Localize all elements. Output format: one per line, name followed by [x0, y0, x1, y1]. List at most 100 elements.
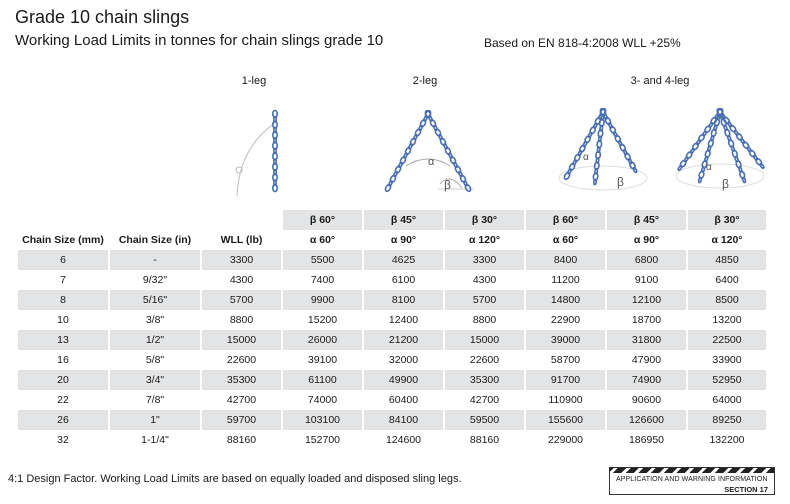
table-cell: 4625	[364, 250, 443, 270]
table-cell: 42700	[469, 394, 500, 406]
chain-link	[708, 121, 714, 128]
table-cell: 26000	[283, 330, 362, 350]
chain-link	[567, 168, 573, 175]
table-row: 8 5/16" 5700 9900 8100 5700 14800 12100 8500	[18, 290, 766, 310]
beta-angle-row: β 60° β 45° β 30° β 60° β 45° β 30°	[18, 210, 766, 230]
table-row: 20 3/4" 35300 61100 49900 35300 91700 74900 5295…	[18, 370, 766, 390]
table-cell: 7/8"	[145, 394, 165, 406]
table-cell: 74000	[307, 394, 338, 406]
chain-link	[443, 143, 448, 150]
chain-link	[271, 120, 278, 130]
chain-link	[624, 152, 631, 161]
chain-link	[755, 157, 763, 166]
table-cell: 6400	[715, 274, 739, 286]
table-row: 32 1-1/4" 88160 152700 124600 88160 229000 1869…	[18, 430, 766, 450]
chain-link	[271, 183, 278, 193]
table-row: 10 3/8" 8800 15200 12400 8800 22900 18700 13200	[18, 310, 766, 330]
hazard-stripe	[610, 468, 774, 473]
table-cell: 32	[57, 434, 69, 446]
table-cell: 4850	[688, 250, 766, 270]
chain-link	[428, 115, 433, 122]
chain-link	[729, 124, 737, 133]
column-header: α 90°	[633, 234, 660, 246]
chain-link	[419, 119, 427, 128]
chain-link	[568, 162, 576, 172]
chain-link	[444, 146, 452, 156]
table-cell: 3/4"	[110, 370, 200, 390]
table-cell: 74900	[607, 370, 686, 390]
chain-link	[695, 139, 702, 146]
chain-link	[273, 168, 278, 176]
table-cell: 39100	[307, 354, 338, 366]
table-cell: 90600	[631, 394, 662, 406]
beta-label: β	[722, 177, 729, 191]
group-label-1-leg: 1-leg	[241, 75, 267, 87]
column-header: Chain Size (in)	[118, 234, 192, 246]
column-header: α 60°	[552, 234, 579, 246]
wll-table: β 60° β 45° β 30° β 60° β 45° β 30° Chai…	[16, 210, 768, 450]
table-cell: 229000	[547, 434, 584, 446]
table-cell: 31800	[607, 330, 686, 350]
badge-title: APPLICATION AND WARNING INFORMATION	[616, 476, 768, 483]
table-cell: 186950	[628, 434, 665, 446]
chain-link	[609, 125, 617, 134]
chain-link	[563, 171, 571, 181]
column-header: α 60°	[309, 234, 336, 246]
table-cell: 58700	[550, 354, 581, 366]
table-row: 7 9/32" 4300 7400 6100 4300 11200 9100 6400	[18, 270, 766, 290]
one-leg-sling-illustration	[235, 109, 279, 197]
table-cell: 1/2"	[110, 330, 200, 350]
standard-note: Based on EN 818-4:2008 WLL +25%	[484, 36, 681, 50]
chain-link	[408, 143, 413, 150]
page-title: Grade 10 chain slings	[15, 7, 190, 27]
chain-link	[573, 153, 581, 162]
chain-link	[599, 108, 607, 117]
chain-link	[434, 128, 442, 137]
table-cell: 13200	[712, 314, 742, 326]
chain-link	[273, 147, 278, 155]
table-cell: 22600	[469, 354, 500, 366]
table-cell: 1"	[110, 410, 200, 430]
chain-link	[612, 131, 618, 138]
table-cell: 14800	[526, 290, 605, 310]
table-cell: 20	[18, 370, 108, 390]
table-row: 16 5/8" 22600 39100 32000 22600 58700 47900 3390…	[18, 350, 766, 370]
chain-link	[604, 116, 612, 126]
table-cell: 8	[18, 290, 108, 310]
four-leg-sling-illustration: α β	[675, 108, 765, 191]
table-cell: 3300	[202, 250, 281, 270]
chain-link	[418, 124, 423, 132]
chain-link	[273, 137, 278, 144]
chain-link	[453, 161, 458, 169]
badge-section: SECTION 17	[724, 485, 768, 494]
chain-link	[424, 109, 432, 119]
table-cell: 88160	[469, 434, 500, 446]
chain-link	[448, 152, 453, 159]
table-cell: 22500	[688, 330, 766, 350]
chain-link	[272, 162, 279, 172]
table-cell: 35300	[445, 370, 524, 390]
table-cell: 52950	[688, 370, 766, 390]
angle-header: β 45°	[607, 210, 686, 230]
chain-link	[409, 137, 417, 146]
table-cell: 84100	[364, 410, 443, 430]
chain-link	[759, 163, 765, 169]
table-cell: 5700	[445, 290, 524, 310]
chain-link	[271, 173, 278, 182]
three-leg-sling-illustration: α β	[558, 108, 648, 191]
table-cell: 8500	[688, 290, 766, 310]
chain-link	[399, 156, 407, 165]
table-cell: 49900	[364, 370, 443, 390]
table-row: 6-3300 5500 4625 3300 8400 6800 4850	[18, 250, 766, 270]
group-label-3-4-leg: 3- and 4-leg	[630, 75, 690, 87]
chain-link	[578, 144, 586, 153]
chain-link	[603, 113, 608, 120]
table-cell: 110900	[548, 394, 583, 406]
chain-link	[704, 125, 712, 134]
chain-link	[273, 158, 278, 165]
table-cell: 33900	[712, 354, 742, 366]
alpha-label: α	[706, 162, 712, 173]
table-cell: 155600	[526, 410, 605, 430]
chain-link	[584, 135, 592, 144]
column-header: α 90°	[390, 234, 417, 246]
